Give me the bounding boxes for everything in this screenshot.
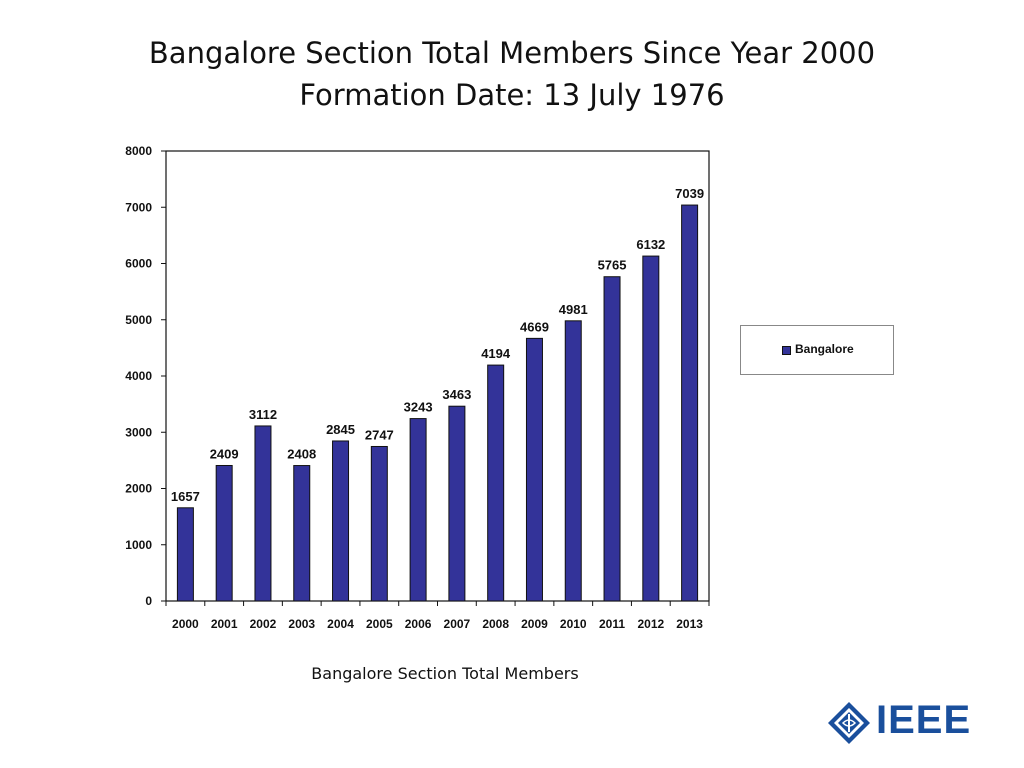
data-label: 3112 [249, 407, 277, 422]
x-tick-label: 2000 [172, 617, 199, 631]
data-label: 6132 [636, 237, 665, 252]
bar [681, 204, 699, 602]
data-label: 2408 [287, 447, 316, 462]
y-tick-label: 8000 [125, 144, 152, 158]
legend-label: Bangalore [795, 342, 854, 356]
x-tick-label: 2008 [482, 617, 509, 631]
x-tick-label: 2013 [676, 617, 703, 631]
y-tick-label: 3000 [125, 425, 152, 439]
y-tick-label: 4000 [125, 369, 152, 383]
bar [293, 465, 311, 602]
x-tick-label: 2006 [405, 617, 432, 631]
y-tick-label: 0 [145, 594, 152, 608]
y-tick-label: 7000 [125, 200, 152, 214]
bar [215, 464, 233, 602]
bar [448, 405, 466, 602]
x-tick-label: 2012 [637, 617, 664, 631]
bar [176, 507, 194, 602]
data-label: 3463 [442, 387, 471, 402]
title-line-2: Formation Date: 13 July 1976 [299, 78, 725, 112]
data-label: 2409 [210, 446, 239, 461]
x-tick-label: 2003 [288, 617, 315, 631]
bar [409, 418, 427, 602]
x-tick-label: 2005 [366, 617, 393, 631]
ieee-diamond-icon [828, 702, 870, 744]
slide-title: Bangalore Section Total Members Since Ye… [0, 32, 1024, 116]
x-tick-label: 2011 [599, 617, 625, 631]
plot-area-frame [165, 150, 710, 602]
x-tick-label: 2004 [327, 617, 354, 631]
x-tick-label: 2010 [560, 617, 587, 631]
data-label: 1657 [171, 489, 200, 504]
x-tick-label: 2001 [211, 617, 238, 631]
ieee-logo: IEEE [826, 698, 972, 748]
title-line-1: Bangalore Section Total Members Since Ye… [148, 36, 876, 70]
x-tick-label: 2002 [250, 617, 277, 631]
data-label: 3243 [404, 400, 433, 415]
chart-legend: Bangalore [740, 325, 894, 375]
bar [525, 337, 543, 602]
data-label: 4981 [559, 302, 588, 317]
y-tick-label: 1000 [125, 538, 152, 552]
data-label: 4669 [520, 319, 549, 334]
y-tick-label: 6000 [125, 257, 152, 271]
x-tick-label: 2009 [521, 617, 548, 631]
data-label: 7039 [675, 186, 704, 201]
data-label: 4194 [481, 346, 511, 361]
logo-text: IEEE [876, 698, 972, 742]
bar [370, 445, 388, 602]
x-tick-label: 2007 [444, 617, 471, 631]
bar [603, 276, 621, 602]
data-label: 2845 [326, 422, 355, 437]
bar [332, 440, 350, 602]
bar [642, 255, 660, 602]
data-label: 2747 [365, 427, 394, 442]
y-tick-label: 2000 [125, 482, 152, 496]
chart-caption: Bangalore Section Total Members [311, 664, 579, 683]
bar [564, 320, 582, 602]
legend-swatch [782, 346, 791, 355]
y-tick-label: 5000 [125, 313, 152, 327]
bar [487, 364, 505, 602]
bar [254, 425, 272, 602]
data-label: 5765 [598, 258, 627, 273]
